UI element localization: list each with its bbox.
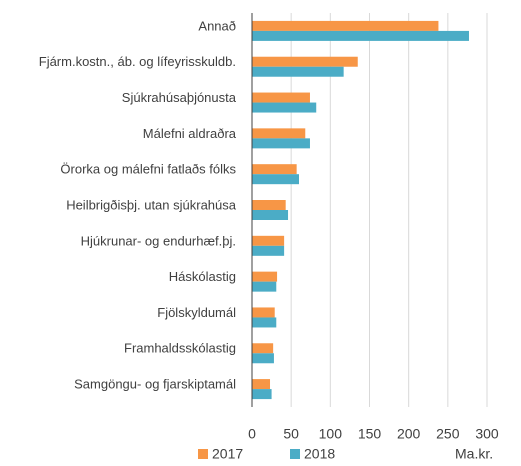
bar [252, 353, 274, 364]
y-tick-label: Heilbrigðisþj. utan sjúkrahúsa [66, 197, 237, 212]
x-tick-label: 300 [475, 426, 499, 442]
bar [252, 245, 285, 256]
bar [252, 164, 297, 175]
x-tick-label: 50 [283, 426, 299, 442]
bar [252, 379, 271, 390]
y-tick-label: Hjúkrunar- og endurhæf.þj. [81, 233, 236, 248]
bar [252, 307, 275, 318]
x-tick-label: 100 [319, 426, 343, 442]
x-tick-label: 0 [248, 426, 256, 442]
bar [252, 317, 277, 328]
legend-label: 2017 [212, 446, 243, 461]
bar [252, 174, 299, 185]
x-axis-label: Ma.kr. [455, 446, 493, 461]
bar [252, 281, 277, 292]
bar [252, 20, 439, 31]
legend-swatch [198, 449, 208, 459]
y-tick-label: Annað [198, 18, 236, 33]
y-tick-label: Fjárm.kostn., áb. og lífeyrisskuldb. [39, 54, 236, 69]
x-tick-label: 150 [358, 426, 382, 442]
bar [252, 343, 274, 354]
y-tick-label: Háskólastig [169, 269, 236, 284]
bar [252, 128, 306, 139]
bar [252, 92, 310, 103]
bar [252, 30, 469, 41]
bar [252, 102, 317, 113]
y-tick-label: Samgöngu- og fjarskiptamál [74, 377, 236, 392]
bar [252, 235, 285, 246]
y-tick-label: Sjúkrahúsaþjónusta [122, 90, 237, 105]
y-tick-label: Málefni aldraðra [143, 126, 237, 141]
bar [252, 200, 286, 210]
bar [252, 56, 358, 67]
bar [252, 138, 310, 149]
bar [252, 271, 278, 282]
legend-swatch [290, 449, 300, 459]
x-tick-label: 250 [436, 426, 460, 442]
x-tick-label: 200 [397, 426, 421, 442]
y-tick-label: Fjölskyldumál [157, 305, 236, 320]
legend-label: 2018 [304, 446, 335, 461]
y-tick-label: Örorka og málefni fatlaðs fólks [60, 162, 236, 177]
bar [252, 66, 344, 77]
y-tick-label: Framhaldsskólastig [124, 341, 236, 356]
bar [252, 210, 289, 220]
bar [252, 389, 272, 400]
